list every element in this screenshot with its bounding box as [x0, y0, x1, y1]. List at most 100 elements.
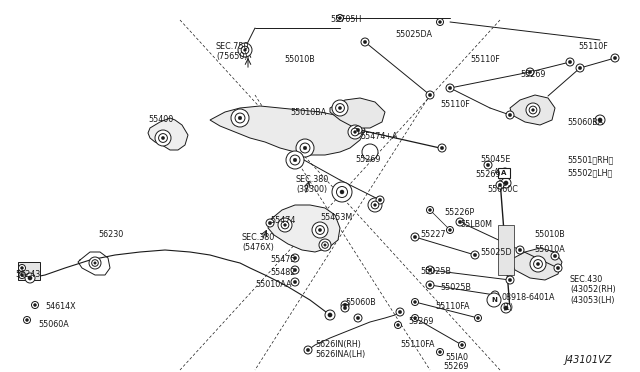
Circle shape [506, 111, 514, 119]
Circle shape [428, 93, 432, 97]
Circle shape [529, 70, 532, 74]
Circle shape [508, 113, 512, 117]
Circle shape [428, 283, 432, 287]
Text: 55010A: 55010A [534, 245, 564, 254]
Text: A: A [501, 170, 507, 176]
Circle shape [307, 348, 310, 352]
Circle shape [530, 256, 546, 272]
Circle shape [447, 227, 454, 234]
Circle shape [19, 272, 26, 279]
Circle shape [356, 316, 360, 320]
Circle shape [335, 103, 344, 112]
Text: 55045E: 55045E [480, 155, 510, 164]
Circle shape [33, 304, 36, 307]
Circle shape [551, 252, 559, 260]
Circle shape [339, 106, 342, 110]
Circle shape [436, 19, 444, 26]
Text: 55025DA: 55025DA [395, 30, 432, 39]
Circle shape [526, 103, 540, 117]
Text: 55482: 55482 [270, 268, 296, 277]
Circle shape [397, 324, 399, 327]
Text: 55025B: 55025B [440, 283, 471, 292]
Circle shape [504, 181, 508, 185]
Polygon shape [268, 205, 340, 252]
Circle shape [598, 118, 602, 122]
Circle shape [566, 58, 574, 66]
Circle shape [304, 346, 312, 354]
Circle shape [501, 168, 509, 176]
Circle shape [506, 276, 514, 284]
Circle shape [291, 278, 299, 286]
Circle shape [20, 266, 24, 269]
Circle shape [536, 262, 540, 266]
Polygon shape [210, 106, 365, 155]
Circle shape [241, 46, 249, 54]
Circle shape [343, 303, 347, 307]
Circle shape [438, 350, 442, 353]
Text: SEC.380
(38300): SEC.380 (38300) [296, 175, 328, 195]
Text: 55110FA: 55110FA [400, 340, 435, 349]
Circle shape [293, 158, 297, 162]
Circle shape [325, 310, 335, 320]
Circle shape [487, 293, 501, 307]
Bar [498, 225, 514, 275]
Circle shape [398, 310, 402, 314]
Text: 5626IN(RH)
5626INA(LH): 5626IN(RH) 5626INA(LH) [315, 340, 365, 359]
Circle shape [576, 64, 584, 72]
Circle shape [293, 256, 297, 260]
Circle shape [448, 86, 452, 90]
Circle shape [438, 20, 442, 23]
Bar [18, 262, 40, 280]
Text: 55269: 55269 [475, 170, 500, 179]
Circle shape [235, 113, 245, 123]
Circle shape [26, 318, 28, 321]
Circle shape [284, 224, 287, 227]
Circle shape [319, 228, 322, 232]
Circle shape [296, 139, 314, 157]
Circle shape [595, 115, 605, 125]
Text: 55453M: 55453M [320, 213, 352, 222]
Circle shape [436, 349, 444, 356]
Circle shape [440, 146, 444, 150]
Circle shape [281, 221, 289, 229]
Circle shape [266, 219, 274, 227]
Circle shape [368, 198, 382, 212]
Circle shape [362, 144, 378, 160]
Text: 55400: 55400 [148, 115, 173, 124]
Circle shape [484, 161, 492, 169]
Text: 55226P: 55226P [444, 208, 474, 217]
Circle shape [354, 314, 362, 322]
Circle shape [412, 314, 419, 321]
Circle shape [291, 266, 299, 274]
Circle shape [231, 109, 249, 127]
Circle shape [499, 183, 502, 187]
Circle shape [159, 134, 168, 142]
Circle shape [458, 341, 465, 349]
Circle shape [426, 206, 433, 214]
Circle shape [361, 38, 369, 46]
Circle shape [446, 84, 454, 92]
Circle shape [94, 262, 96, 264]
Circle shape [568, 60, 572, 64]
Circle shape [426, 281, 434, 289]
Text: J43101VZ: J43101VZ [565, 355, 612, 365]
Circle shape [20, 273, 24, 276]
Text: 55110F: 55110F [440, 100, 470, 109]
Circle shape [303, 146, 307, 150]
Circle shape [429, 209, 431, 211]
Circle shape [332, 182, 352, 202]
Circle shape [278, 218, 292, 232]
Text: 55025B: 55025B [420, 267, 451, 276]
Text: 55010BA: 55010BA [290, 108, 326, 117]
Text: 55010AA: 55010AA [255, 280, 291, 289]
Circle shape [413, 301, 417, 304]
Circle shape [438, 144, 446, 152]
Circle shape [426, 266, 434, 274]
Text: 55025D: 55025D [480, 248, 511, 257]
Circle shape [477, 317, 479, 320]
Circle shape [328, 313, 332, 317]
Circle shape [411, 233, 419, 241]
Circle shape [341, 304, 349, 312]
Text: 54614X: 54614X [45, 302, 76, 311]
Circle shape [356, 128, 360, 132]
